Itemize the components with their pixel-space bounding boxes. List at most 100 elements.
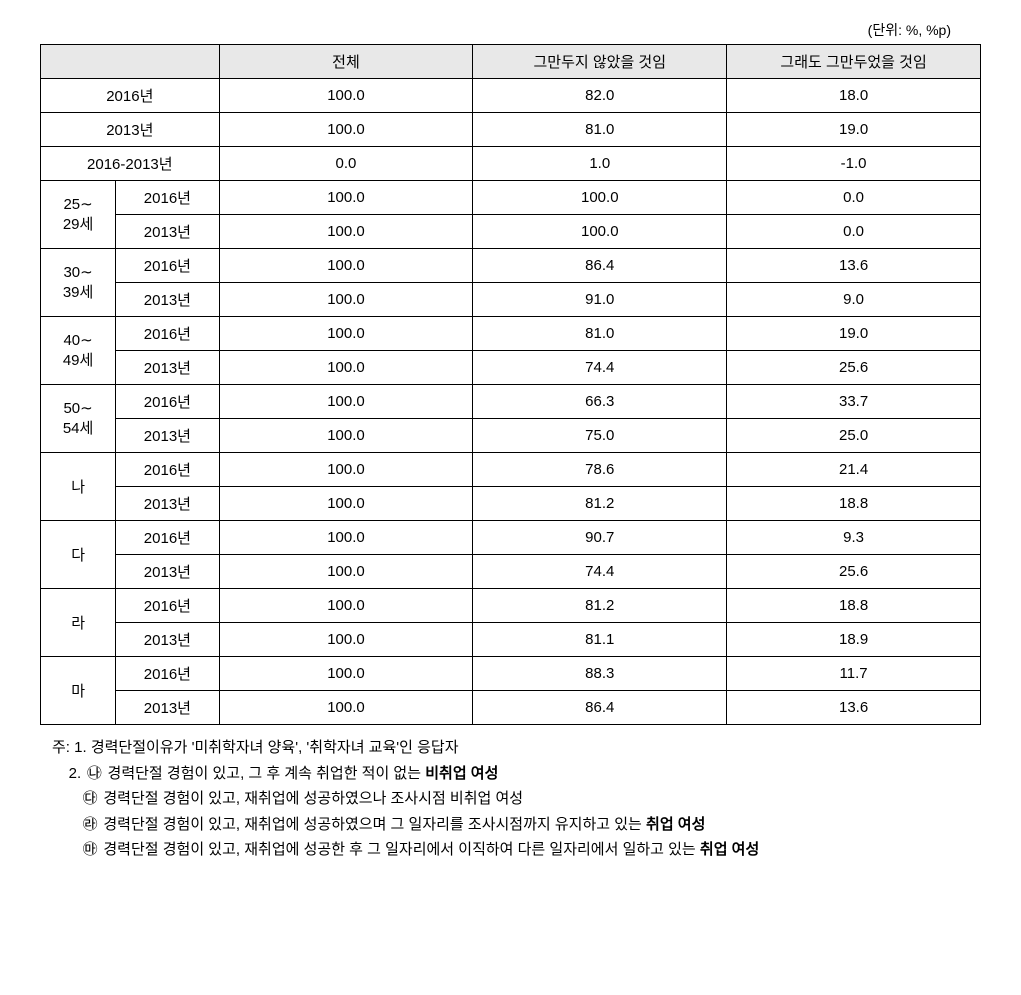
table-cell: 100.0	[219, 317, 473, 351]
table-cell: 100.0	[219, 521, 473, 555]
row-group-label: 다	[41, 521, 116, 589]
table-cell: 81.2	[473, 487, 727, 521]
header-col3: 그래도 그만두었을 것임	[727, 45, 981, 79]
table-row: 2013년100.0100.00.0	[41, 215, 981, 249]
table-row: 30∼ 39세2016년100.086.413.6	[41, 249, 981, 283]
note-line: ㉱ 경력단절 경험이 있고, 재취업에 성공하였으며 그 일자리를 조사시점까지…	[52, 812, 981, 838]
row-sub-label: 2013년	[116, 419, 219, 453]
table-row: 2013년100.074.425.6	[41, 555, 981, 589]
table-row: 40∼ 49세2016년100.081.019.0	[41, 317, 981, 351]
table-cell: 100.0	[219, 657, 473, 691]
note-line: ㉲ 경력단절 경험이 있고, 재취업에 성공한 후 그 일자리에서 이직하여 다…	[52, 837, 981, 863]
table-row: 나2016년100.078.621.4	[41, 453, 981, 487]
table-cell: 100.0	[219, 555, 473, 589]
table-row: 2016년100.082.018.0	[41, 79, 981, 113]
table-cell: 13.6	[727, 691, 981, 725]
note-prefix	[52, 786, 81, 812]
table-row: 다2016년100.090.79.3	[41, 521, 981, 555]
table-cell: 11.7	[727, 657, 981, 691]
note-body: ㉰ 경력단절 경험이 있고, 재취업에 성공하였으나 조사시점 비취업 여성	[81, 786, 981, 812]
table-cell: 19.0	[727, 113, 981, 147]
circled-symbol: ㉰	[81, 786, 99, 812]
table-cell: 18.0	[727, 79, 981, 113]
table-cell: 81.0	[473, 317, 727, 351]
row-sub-label: 2016년	[116, 385, 219, 419]
table-cell: 9.3	[727, 521, 981, 555]
table-cell: 33.7	[727, 385, 981, 419]
table-cell: 100.0	[219, 249, 473, 283]
table-cell: 0.0	[727, 181, 981, 215]
table-row: 라2016년100.081.218.8	[41, 589, 981, 623]
row-sub-label: 2013년	[116, 623, 219, 657]
row-label: 2016년	[41, 79, 220, 113]
row-group-label: 50∼ 54세	[41, 385, 116, 453]
table-cell: 81.2	[473, 589, 727, 623]
row-label: 2016-2013년	[41, 147, 220, 181]
table-cell: 100.0	[219, 589, 473, 623]
row-sub-label: 2013년	[116, 351, 219, 385]
notes-section: 주: 1. 경력단절이유가 '미취학자녀 양육', '취학자녀 교육'인 응답자…	[40, 735, 981, 863]
table-row: 2013년100.081.218.8	[41, 487, 981, 521]
note-prefix	[52, 812, 81, 838]
table-cell: 19.0	[727, 317, 981, 351]
table-cell: 25.6	[727, 351, 981, 385]
unit-label: (단위: %, %p)	[40, 20, 981, 40]
row-sub-label: 2013년	[116, 691, 219, 725]
table-row: 2013년100.075.025.0	[41, 419, 981, 453]
table-cell: 74.4	[473, 555, 727, 589]
table-cell: 25.0	[727, 419, 981, 453]
circled-symbol: ㉯	[85, 761, 103, 787]
table-cell: 9.0	[727, 283, 981, 317]
table-cell: -1.0	[727, 147, 981, 181]
header-col1: 전체	[219, 45, 473, 79]
table-row: 2013년100.086.413.6	[41, 691, 981, 725]
table-cell: 100.0	[219, 351, 473, 385]
table-cell: 100.0	[473, 215, 727, 249]
table-cell: 100.0	[219, 113, 473, 147]
note-body: ㉱ 경력단절 경험이 있고, 재취업에 성공하였으며 그 일자리를 조사시점까지…	[81, 812, 981, 838]
table-cell: 100.0	[219, 385, 473, 419]
header-blank	[41, 45, 220, 79]
table-cell: 100.0	[219, 215, 473, 249]
table-cell: 100.0	[219, 419, 473, 453]
table-row: 50∼ 54세2016년100.066.333.7	[41, 385, 981, 419]
table-cell: 81.0	[473, 113, 727, 147]
row-sub-label: 2016년	[116, 181, 219, 215]
table-cell: 100.0	[219, 79, 473, 113]
note-line: 2. ㉯ 경력단절 경험이 있고, 그 후 계속 취업한 적이 없는 비취업 여…	[52, 761, 981, 787]
row-group-label: 30∼ 39세	[41, 249, 116, 317]
note-prefix: 주: 1.	[52, 735, 91, 761]
row-sub-label: 2013년	[116, 215, 219, 249]
table-cell: 100.0	[219, 453, 473, 487]
table-row: 2013년100.091.09.0	[41, 283, 981, 317]
table-row: 마2016년100.088.311.7	[41, 657, 981, 691]
note-line: 주: 1. 경력단절이유가 '미취학자녀 양육', '취학자녀 교육'인 응답자	[52, 735, 981, 761]
table-cell: 82.0	[473, 79, 727, 113]
row-sub-label: 2016년	[116, 521, 219, 555]
table-cell: 100.0	[473, 181, 727, 215]
note-prefix	[52, 837, 81, 863]
row-sub-label: 2013년	[116, 283, 219, 317]
row-sub-label: 2016년	[116, 317, 219, 351]
data-table: 전체 그만두지 않았을 것임 그래도 그만두었을 것임 2016년100.082…	[40, 44, 981, 725]
table-cell: 66.3	[473, 385, 727, 419]
table-cell: 86.4	[473, 691, 727, 725]
table-header-row: 전체 그만두지 않았을 것임 그래도 그만두었을 것임	[41, 45, 981, 79]
table-cell: 100.0	[219, 691, 473, 725]
row-sub-label: 2016년	[116, 589, 219, 623]
table-cell: 21.4	[727, 453, 981, 487]
row-sub-label: 2013년	[116, 487, 219, 521]
table-cell: 13.6	[727, 249, 981, 283]
table-cell: 18.8	[727, 487, 981, 521]
header-col2: 그만두지 않았을 것임	[473, 45, 727, 79]
table-row: 2016-2013년0.01.0-1.0	[41, 147, 981, 181]
row-group-label: 나	[41, 453, 116, 521]
row-label: 2013년	[41, 113, 220, 147]
table-cell: 74.4	[473, 351, 727, 385]
table-cell: 18.8	[727, 589, 981, 623]
table-cell: 78.6	[473, 453, 727, 487]
table-cell: 25.6	[727, 555, 981, 589]
table-cell: 0.0	[727, 215, 981, 249]
table-row: 25∼ 29세2016년100.0100.00.0	[41, 181, 981, 215]
table-cell: 100.0	[219, 623, 473, 657]
